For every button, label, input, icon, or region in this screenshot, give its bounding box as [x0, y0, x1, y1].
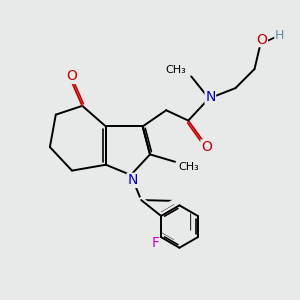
Text: O: O — [256, 33, 267, 46]
Text: N: N — [205, 90, 215, 104]
Text: N: N — [127, 173, 137, 187]
Text: F: F — [151, 236, 159, 250]
Text: CH₃: CH₃ — [178, 162, 199, 172]
Text: O: O — [201, 140, 212, 154]
Text: O: O — [67, 69, 77, 83]
Text: CH₃: CH₃ — [165, 65, 186, 76]
Text: H: H — [275, 29, 284, 42]
